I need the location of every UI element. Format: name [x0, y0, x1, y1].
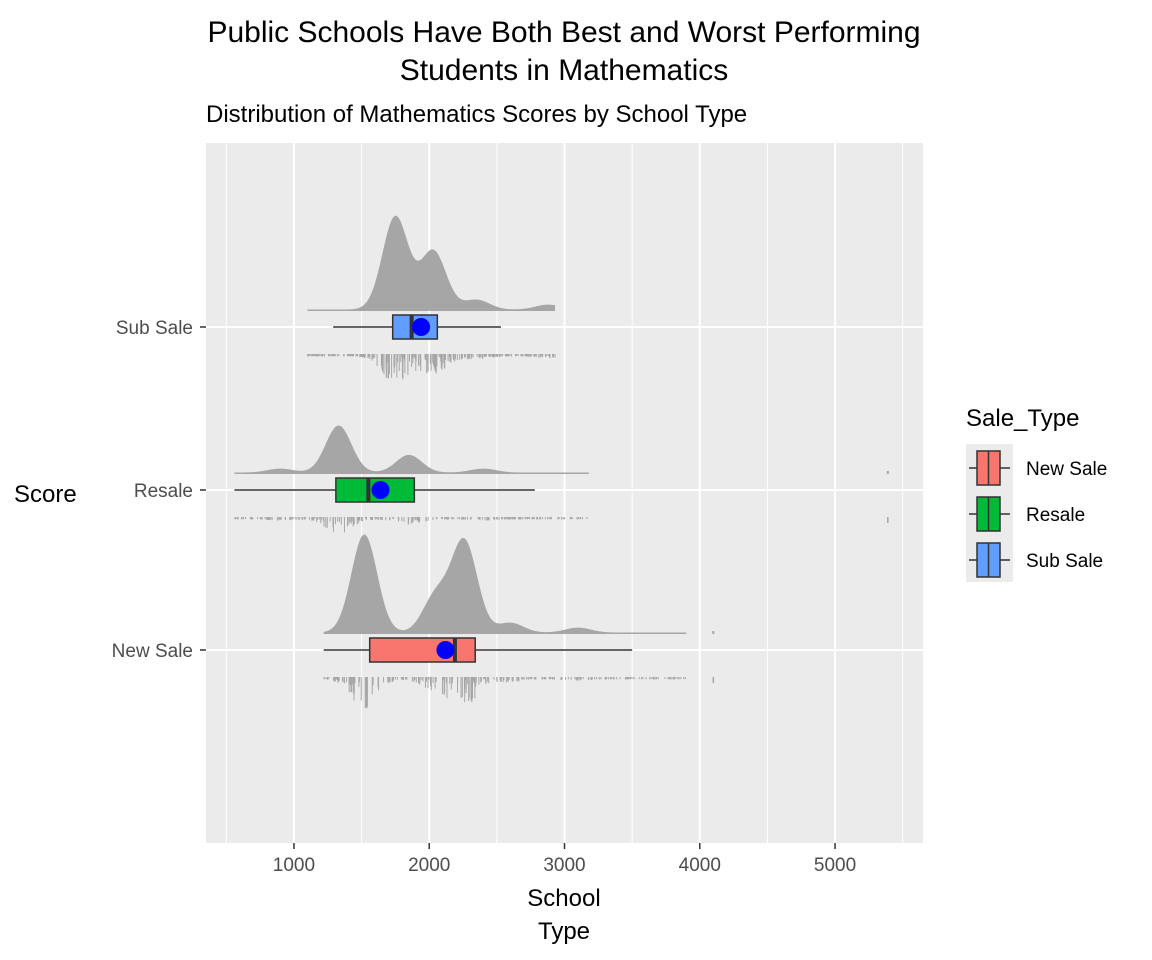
mean-point — [436, 641, 455, 659]
x-axis-ticks: 1000 2000 3000 4000 5000 — [273, 843, 856, 876]
chart-subtitle: Distribution of Mathematics Scores by Sc… — [206, 101, 747, 128]
rug-rain — [234, 354, 889, 709]
y-tick-label: New Sale — [112, 641, 193, 662]
legend-label: Resale — [1026, 505, 1085, 526]
legend-label: New Sale — [1026, 459, 1107, 480]
x-tick-label: 3000 — [543, 855, 585, 876]
mean-point — [371, 481, 390, 499]
mean-point — [412, 318, 431, 336]
box-iqr — [368, 637, 476, 663]
chart-title-line-2: Students in Mathematics — [400, 54, 729, 87]
x-tick-label: 2000 — [408, 855, 450, 876]
legend: Sale_Type New Sale Resale Sub Sale — [966, 405, 1107, 582]
legend-label: Sub Sale — [1026, 551, 1103, 572]
x-tick-label: 5000 — [814, 855, 856, 876]
legend-title: Sale_Type — [966, 405, 1079, 432]
y-axis-title: Score — [14, 481, 77, 508]
y-tick-label: Sub Sale — [116, 318, 193, 339]
density-clouds — [234, 215, 889, 634]
density-cloud — [307, 215, 556, 311]
mean-points — [371, 318, 455, 659]
y-tick-label: Resale — [134, 481, 193, 502]
x-axis-title-line-2: Type — [538, 918, 590, 945]
x-tick-label: 1000 — [273, 855, 315, 876]
density-cloud — [323, 534, 687, 634]
density-cloud — [234, 425, 589, 474]
chart-title-line-1: Public Schools Have Both Best and Worst … — [207, 16, 920, 49]
x-axis-title-line-1: School — [527, 885, 600, 912]
y-axis-ticks: New Sale Resale Sub Sale — [112, 318, 206, 662]
x-tick-label: 4000 — [679, 855, 721, 876]
